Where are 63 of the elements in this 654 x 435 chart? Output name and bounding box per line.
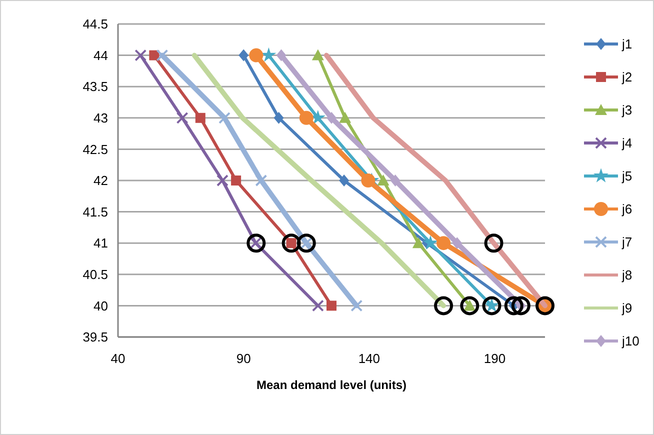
y-tick-label: 43 xyxy=(94,110,108,126)
x-tick-label: 90 xyxy=(236,351,251,366)
point xyxy=(390,174,400,186)
point xyxy=(238,49,249,62)
point xyxy=(339,174,350,186)
point xyxy=(326,112,336,124)
y-tick-label: 41.5 xyxy=(82,204,108,220)
point xyxy=(460,296,480,316)
x-tick-label: 140 xyxy=(358,351,380,366)
y-tick-label: 42 xyxy=(94,173,108,188)
point xyxy=(246,234,266,253)
point xyxy=(176,112,188,124)
point xyxy=(216,174,228,186)
point xyxy=(436,236,451,250)
point xyxy=(312,300,324,312)
x-axis-title: Mean demand level (units) xyxy=(256,378,407,392)
x-tick-label: 40 xyxy=(110,351,126,366)
legend-label: j3 xyxy=(621,102,632,118)
legend-label: j8 xyxy=(621,268,632,283)
point xyxy=(326,300,336,311)
point xyxy=(484,234,504,253)
point xyxy=(274,112,284,124)
point xyxy=(312,49,324,60)
point xyxy=(195,112,206,123)
point xyxy=(134,49,147,62)
y-tick-label: 40 xyxy=(94,298,108,314)
point xyxy=(296,234,316,253)
y-tick-label: 42.5 xyxy=(82,142,108,157)
point xyxy=(434,296,454,316)
y-tick-label: 44.5 xyxy=(82,16,108,32)
point xyxy=(276,49,286,62)
point xyxy=(249,48,264,62)
point xyxy=(412,237,424,248)
point xyxy=(299,110,314,125)
point xyxy=(261,47,276,62)
x-tick-label: 190 xyxy=(484,351,506,366)
point xyxy=(218,112,230,124)
y-tick-label: 41 xyxy=(94,236,108,251)
point xyxy=(149,50,160,60)
legend-label: j4 xyxy=(621,136,632,151)
point xyxy=(482,296,502,316)
point xyxy=(231,176,242,186)
point xyxy=(377,174,390,186)
y-tick-label: 44 xyxy=(94,48,108,63)
point xyxy=(504,296,524,316)
point xyxy=(339,112,352,123)
legend-label: j9 xyxy=(621,300,632,316)
legend-label: j6 xyxy=(621,202,632,217)
point xyxy=(255,174,268,186)
point xyxy=(511,296,530,316)
point xyxy=(350,300,363,312)
legend-label: j7 xyxy=(621,234,632,250)
point xyxy=(452,237,462,250)
y-tick-label: 40.5 xyxy=(82,266,108,282)
legend-label: j10 xyxy=(621,334,640,349)
y-tick-label: 43.5 xyxy=(82,79,108,94)
point xyxy=(282,234,301,253)
legend-label: j2 xyxy=(621,70,632,85)
legend-label: j5 xyxy=(621,168,632,184)
legend-label: j1 xyxy=(621,36,632,52)
point xyxy=(156,49,168,62)
y-tick-label: 39.5 xyxy=(82,330,108,345)
point xyxy=(422,235,438,250)
